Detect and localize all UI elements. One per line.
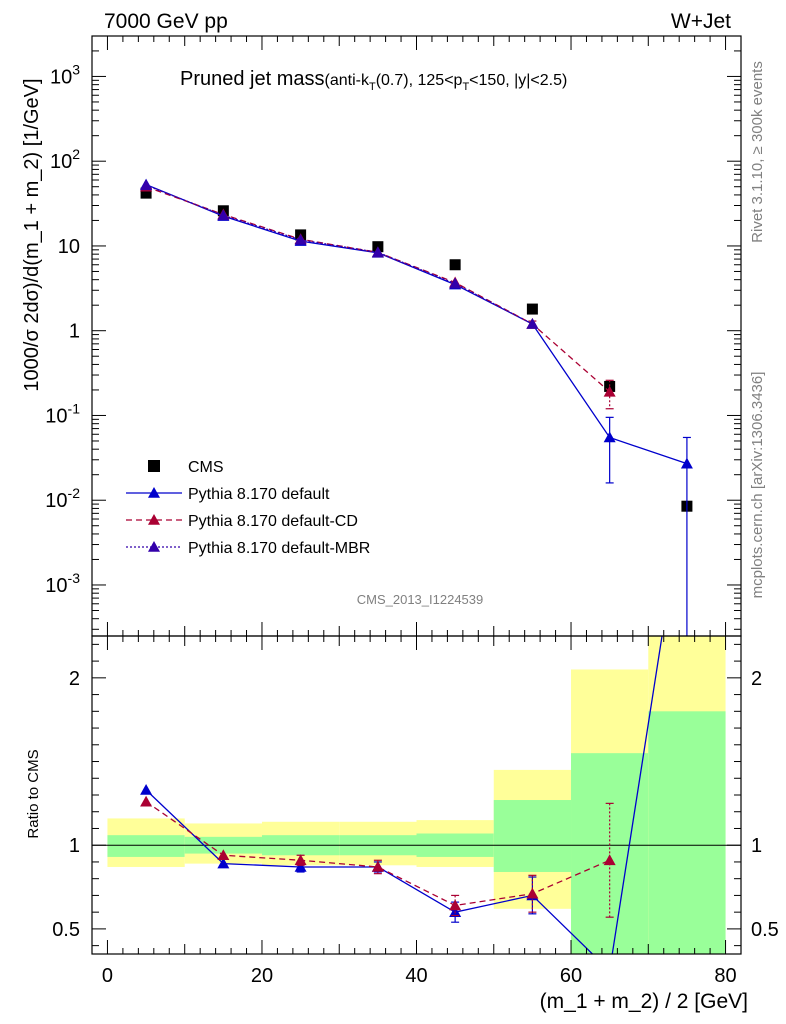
data-point-cms	[526, 303, 538, 315]
ratio-y-tick-label-right: 2	[751, 668, 762, 690]
x-axis-label: (m_1 + m_2) / 2 [GeV]	[540, 990, 748, 1013]
tick-exponent: -2	[68, 485, 81, 501]
ratio-point-cd	[603, 854, 616, 866]
data-point-cms	[449, 259, 461, 271]
ratio-point-cd	[449, 899, 462, 911]
tick-exponent: 3	[72, 61, 80, 77]
ratio-band-inner	[648, 711, 726, 954]
analysis-id-label: CMS_2013_I1224539	[357, 592, 484, 607]
x-tick-label: 40	[405, 965, 427, 987]
plot-title: Pruned jet mass(anti-kT(0.7), 125<pT<150…	[180, 68, 567, 93]
series-line-cd	[145, 186, 611, 393]
header-left-label: 7000 GeV pp	[104, 10, 228, 33]
ratio-point-cd	[217, 849, 230, 861]
ratio-band-inner	[493, 800, 572, 872]
plot-title-sub-sub2: T	[462, 81, 469, 93]
tick-base: 10	[45, 575, 67, 597]
data-point-mbr	[449, 277, 462, 289]
ratio-y-axis-label: Ratio to CMS	[25, 749, 42, 838]
plot-title-sub-pre: (anti-k	[325, 72, 370, 89]
ratio-point-default	[140, 783, 153, 795]
data-point-default	[603, 431, 616, 443]
main-y-axis-label: 1000/σ 2dσ)/d(m_1 + m_2) [1/GeV]	[21, 78, 43, 391]
ratio-point-default	[604, 965, 616, 976]
legend-marker-cd	[148, 514, 160, 525]
ratio-y-tick-label: 0.5	[52, 919, 80, 941]
data-point-mbr	[217, 209, 230, 221]
main-y-tick-label: 10-1	[45, 400, 80, 427]
legend-marker-mbr	[148, 541, 160, 552]
x-tick-label: 0	[102, 965, 113, 987]
tick-base: 10	[45, 490, 67, 512]
tick-base: 10	[50, 66, 72, 88]
ratio-point-cd	[140, 795, 153, 807]
ratio-point-default	[217, 857, 230, 869]
ratio-y-tick-label-right: 0.5	[751, 919, 779, 941]
ratio-uncertainty-bands	[92, 636, 741, 954]
ratio-band-inner	[571, 753, 649, 954]
x-tick-label: 60	[560, 965, 582, 987]
data-point-cd	[603, 385, 616, 397]
ratio-band-inner	[107, 835, 185, 857]
main-y-tick-label: 10-2	[45, 485, 80, 512]
legend-label-default: Pythia 8.170 default	[188, 486, 330, 503]
ratio-y-tick-label: 1	[69, 835, 80, 857]
legend-marker-cms	[148, 460, 160, 472]
main-y-tick-label: 103	[50, 61, 80, 88]
header-right-label: W+Jet	[671, 10, 731, 33]
plot-title-sub-post: <150, |y|<2.5)	[469, 72, 567, 89]
legend-label-cd: Pythia 8.170 default-CD	[188, 513, 358, 530]
tick-base: 10	[45, 405, 67, 427]
legend-label-data: CMS	[188, 459, 224, 476]
main-y-tick-label: 10	[58, 236, 80, 258]
legend-label-mbr: Pythia 8.170 default-MBR	[188, 540, 370, 557]
tick-base: 10	[58, 236, 80, 258]
main-panel-marks	[140, 178, 693, 636]
rivet-version-label: Rivet 3.1.10, ≥ 300k events	[749, 61, 766, 243]
ratio-point-cd	[371, 860, 384, 872]
ratio-point-cd	[294, 854, 307, 866]
x-tick-label: 20	[251, 965, 273, 987]
chart-marks	[140, 178, 693, 976]
series-line-mbr	[145, 184, 533, 325]
tick-exponent: 2	[72, 146, 80, 162]
legend-marker-default	[148, 487, 160, 498]
data-point-cms	[140, 187, 152, 199]
series-line-default	[145, 183, 688, 465]
main-y-tick-label: 1	[69, 321, 80, 343]
data-point-mbr	[140, 179, 153, 191]
mcplots-label: mcplots.cern.ch [arXiv:1306.3436]	[749, 372, 766, 599]
legend: CMS Pythia 8.170 default Pythia 8.170 defa…	[126, 459, 370, 557]
tick-exponent: -1	[68, 400, 81, 416]
tick-base: 10	[50, 151, 72, 173]
data-point-mbr	[294, 233, 307, 245]
main-y-tick-label: 10-3	[45, 570, 80, 597]
data-point-mbr	[371, 246, 384, 258]
plot-title-sub-mid: (0.7), 125<p	[376, 72, 463, 89]
data-point-default	[680, 457, 693, 469]
data-point-mbr	[526, 317, 539, 329]
plot-title-sub-sub1: T	[369, 81, 376, 93]
tick-base: 1	[69, 321, 80, 343]
ratio-panel-marks	[140, 636, 663, 976]
ratio-y-tick-label-right: 1	[751, 835, 762, 857]
tick-exponent: -3	[68, 570, 81, 586]
ratio-line-default	[145, 636, 663, 954]
x-tick-label: 80	[714, 965, 736, 987]
ratio-y-tick-label: 2	[69, 668, 80, 690]
main-y-tick-label: 102	[50, 146, 80, 173]
ratio-point-default	[294, 860, 307, 872]
ratio-point-cd	[526, 887, 539, 899]
plot-title-main: Pruned jet mass	[180, 68, 325, 90]
